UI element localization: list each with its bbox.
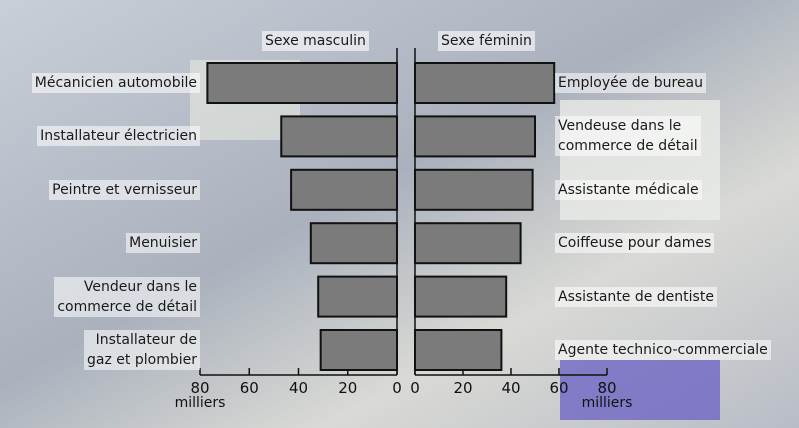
- category-label: Employée de bureau: [555, 73, 707, 93]
- category-label: Vendeuse dans le commerce de détail: [555, 116, 701, 157]
- x-tick-label: 40: [288, 379, 309, 397]
- x-tick-label: 60: [239, 379, 259, 397]
- x-tick-label: 60: [549, 379, 569, 397]
- category-label: Installateur de gaz et plombier: [84, 330, 200, 370]
- x-axis-label: milliers: [581, 395, 633, 411]
- bar: [414, 222, 522, 265]
- bar: [319, 329, 399, 371]
- category-label: Peintre et vernisseur: [49, 179, 200, 200]
- photo-mousepad: [560, 360, 720, 420]
- bar: [414, 329, 503, 371]
- bar: [206, 62, 398, 104]
- x-tick-label: 80: [190, 379, 210, 397]
- bar: [309, 222, 398, 265]
- bar: [414, 168, 534, 211]
- bar: [290, 168, 398, 211]
- category-label: Installateur électricien: [37, 126, 200, 147]
- x-tick-label: 80: [597, 379, 617, 397]
- x-tick-label: 0: [410, 379, 420, 397]
- x-tick-label: 40: [501, 379, 521, 397]
- category-label: Menuisier: [126, 233, 200, 254]
- x-tick-label: 20: [453, 379, 473, 397]
- x-tick-label: 0: [392, 379, 402, 397]
- series-name: Sexe féminin: [438, 31, 535, 51]
- x-axis-label: milliers: [174, 395, 226, 411]
- bar: [414, 62, 556, 104]
- category-label: Assistante médicale: [555, 179, 702, 200]
- category-label: Mécanicien automobile: [31, 73, 200, 93]
- bar: [317, 275, 399, 318]
- category-label: Coiffeuse pour dames: [555, 233, 715, 254]
- bar: [280, 115, 399, 158]
- category-label: Vendeur dans le commerce de détail: [54, 276, 200, 317]
- category-label: Assistante de dentiste: [555, 286, 717, 307]
- x-tick-label: 20: [338, 379, 358, 397]
- bar: [414, 275, 508, 318]
- series-name: Sexe masculin: [262, 31, 369, 51]
- bar: [414, 115, 536, 158]
- category-label: Agente technico-commerciale: [555, 340, 771, 360]
